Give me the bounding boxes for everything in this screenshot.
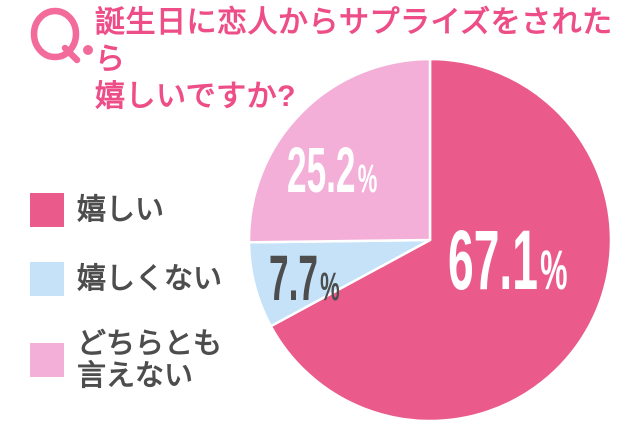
legend-label-happy: 嬉しい: [77, 194, 165, 226]
legend-swatch-neither: [30, 343, 64, 377]
legend-swatch-not-happy: [30, 262, 64, 296]
legend-item-happy: 嬉しい: [30, 193, 164, 227]
title-line-1: 誕生日に恋人からサプライズをされたら: [95, 6, 613, 76]
title-line-2: 嬉しいですか?: [95, 80, 296, 113]
pie-label-not-happy-unit: %: [320, 265, 340, 309]
pie-label-happy: 67.1%: [448, 218, 568, 302]
pie-label-neither-value: 25.2: [287, 134, 356, 206]
legend-label-neither-line-2: 言えない: [77, 360, 194, 392]
pie-label-neither-unit: %: [357, 157, 378, 201]
legend-swatch-happy: [30, 193, 64, 227]
pie-slice-0: [269, 57, 613, 423]
legend-label-neither-line-1: どちらとも: [77, 328, 223, 360]
legend-item-not-happy: 嬉しくない: [30, 262, 222, 296]
pie-label-not-happy: 7.7%: [269, 246, 340, 310]
pie-label-happy-unit: %: [540, 238, 568, 301]
pie-slice-2: [247, 57, 432, 244]
legend-item-neither: どちらとも 言えない: [30, 328, 222, 392]
pie-label-happy-value: 67.1: [448, 213, 538, 307]
legend-label-not-happy: 嬉しくない: [77, 263, 223, 295]
pie-label-neither: 25.2%: [287, 138, 377, 202]
q-mark-icon: [30, 7, 93, 64]
pie-label-not-happy-value: 7.7: [269, 242, 318, 314]
legend-label-neither: どちらとも 言えない: [77, 328, 222, 392]
page-title: 誕生日に恋人からサプライズをされたら 嬉しいですか?: [95, 4, 640, 115]
